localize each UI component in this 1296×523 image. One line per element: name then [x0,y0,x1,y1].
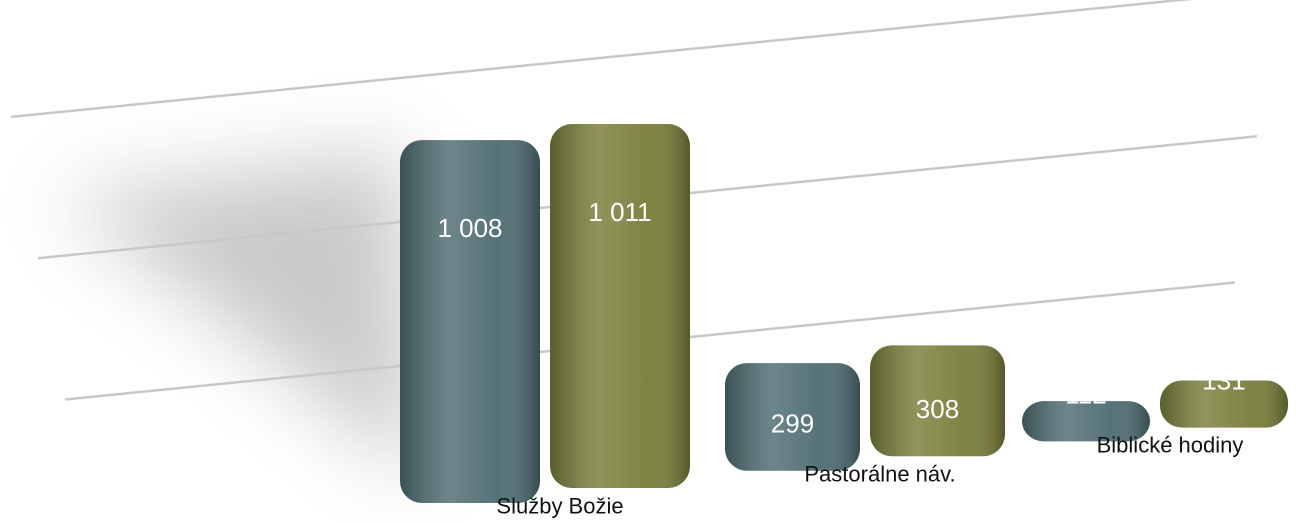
value-label: 131 [1202,365,1245,395]
bar-shine [725,363,860,471]
category-label: Pastorálne náv. [804,461,955,486]
value-label: 308 [916,394,959,424]
value-label: 299 [771,409,814,439]
bar-shine [400,140,540,503]
grid-line [10,0,1193,119]
bar-shine [1022,401,1150,442]
bar-shine [550,124,690,488]
category-label: Biblické hodiny [1097,432,1244,457]
value-label: 1 008 [437,213,502,243]
bar-shine [870,345,1005,457]
category-label: Služby Božie [496,493,623,518]
bar-shine [1160,380,1288,428]
shadow [60,150,420,480]
value-label: 1 011 [588,197,651,227]
value-label: 112 [1065,379,1106,409]
